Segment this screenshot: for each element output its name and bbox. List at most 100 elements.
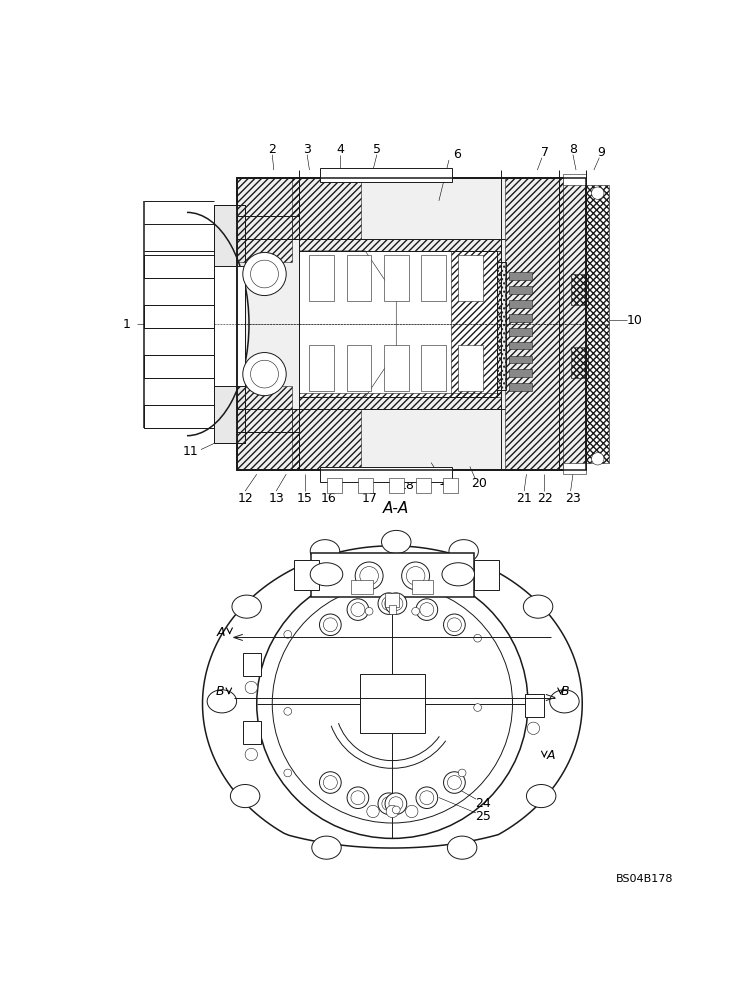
Text: A: A — [547, 749, 556, 762]
Ellipse shape — [447, 836, 477, 859]
Bar — [508, 300, 532, 308]
Text: 21: 21 — [517, 492, 532, 505]
Bar — [310, 255, 334, 301]
Bar — [326, 478, 342, 493]
Bar — [508, 356, 532, 363]
Circle shape — [245, 681, 257, 694]
Text: A: A — [217, 626, 226, 639]
Bar — [421, 345, 446, 391]
Bar — [238, 432, 299, 470]
Text: B: B — [419, 582, 426, 592]
Bar — [144, 405, 214, 428]
Circle shape — [378, 593, 400, 614]
Circle shape — [284, 769, 292, 777]
Bar — [508, 328, 532, 336]
Bar — [310, 345, 334, 391]
Bar — [508, 383, 532, 391]
Text: BS04B178: BS04B178 — [615, 874, 673, 884]
Bar — [508, 272, 532, 280]
Ellipse shape — [550, 690, 579, 713]
Text: 24: 24 — [475, 797, 491, 810]
Text: 12: 12 — [237, 492, 253, 505]
Bar — [571, 274, 587, 305]
Circle shape — [592, 453, 604, 465]
Bar — [474, 560, 499, 590]
Text: 23: 23 — [565, 492, 581, 505]
Text: B: B — [215, 685, 224, 698]
Bar — [299, 239, 501, 251]
Circle shape — [393, 806, 400, 814]
Circle shape — [347, 787, 368, 809]
Text: 16: 16 — [320, 492, 336, 505]
Bar — [508, 369, 532, 377]
Text: 2: 2 — [268, 143, 276, 156]
Text: 1: 1 — [123, 318, 131, 331]
Bar — [320, 168, 452, 182]
Bar — [292, 178, 362, 239]
Bar — [571, 347, 587, 378]
Text: 9: 9 — [598, 146, 605, 159]
Bar — [144, 305, 214, 328]
Bar — [389, 478, 404, 493]
Circle shape — [405, 805, 418, 818]
Text: 15: 15 — [297, 492, 313, 505]
Bar — [497, 262, 506, 389]
Bar — [384, 345, 408, 391]
Circle shape — [378, 793, 400, 814]
Circle shape — [592, 187, 604, 199]
Ellipse shape — [449, 540, 478, 563]
Circle shape — [385, 593, 407, 614]
Ellipse shape — [312, 836, 341, 859]
Bar — [421, 255, 446, 301]
Circle shape — [474, 704, 481, 711]
Bar — [416, 478, 431, 493]
Text: 8: 8 — [569, 143, 577, 156]
Circle shape — [387, 805, 399, 818]
Circle shape — [527, 722, 540, 734]
Text: 14: 14 — [350, 275, 365, 288]
Circle shape — [355, 562, 383, 590]
Circle shape — [444, 614, 465, 636]
Bar — [311, 553, 474, 597]
Circle shape — [320, 772, 341, 793]
Ellipse shape — [230, 785, 260, 808]
Text: 7: 7 — [541, 146, 549, 159]
Bar — [243, 721, 262, 744]
Circle shape — [284, 631, 292, 638]
Circle shape — [412, 607, 420, 615]
Ellipse shape — [232, 595, 262, 618]
Bar — [351, 580, 373, 594]
Bar — [508, 286, 532, 294]
Text: B: B — [561, 685, 569, 698]
Bar — [443, 478, 458, 493]
Bar — [559, 178, 586, 470]
Bar — [144, 355, 214, 378]
Bar — [357, 478, 373, 493]
Text: 5: 5 — [373, 143, 381, 156]
Bar — [359, 674, 425, 733]
Ellipse shape — [381, 530, 411, 554]
Bar — [384, 255, 408, 301]
Text: 17: 17 — [361, 492, 377, 505]
Bar — [412, 580, 433, 594]
Circle shape — [416, 787, 438, 809]
Circle shape — [458, 769, 466, 777]
Ellipse shape — [311, 540, 340, 563]
Bar — [238, 178, 586, 470]
Text: 19: 19 — [438, 475, 454, 488]
Circle shape — [284, 708, 292, 715]
Bar — [238, 178, 586, 470]
Text: 18: 18 — [399, 479, 414, 492]
Circle shape — [402, 562, 429, 590]
Text: 22: 22 — [537, 492, 553, 505]
Bar — [214, 205, 245, 443]
Bar — [347, 255, 371, 301]
Bar — [508, 314, 532, 322]
Circle shape — [365, 607, 373, 615]
Bar — [243, 653, 262, 676]
Bar — [238, 178, 299, 216]
Bar — [563, 174, 586, 185]
Circle shape — [444, 772, 465, 793]
Bar — [238, 178, 586, 470]
Bar — [292, 409, 362, 470]
